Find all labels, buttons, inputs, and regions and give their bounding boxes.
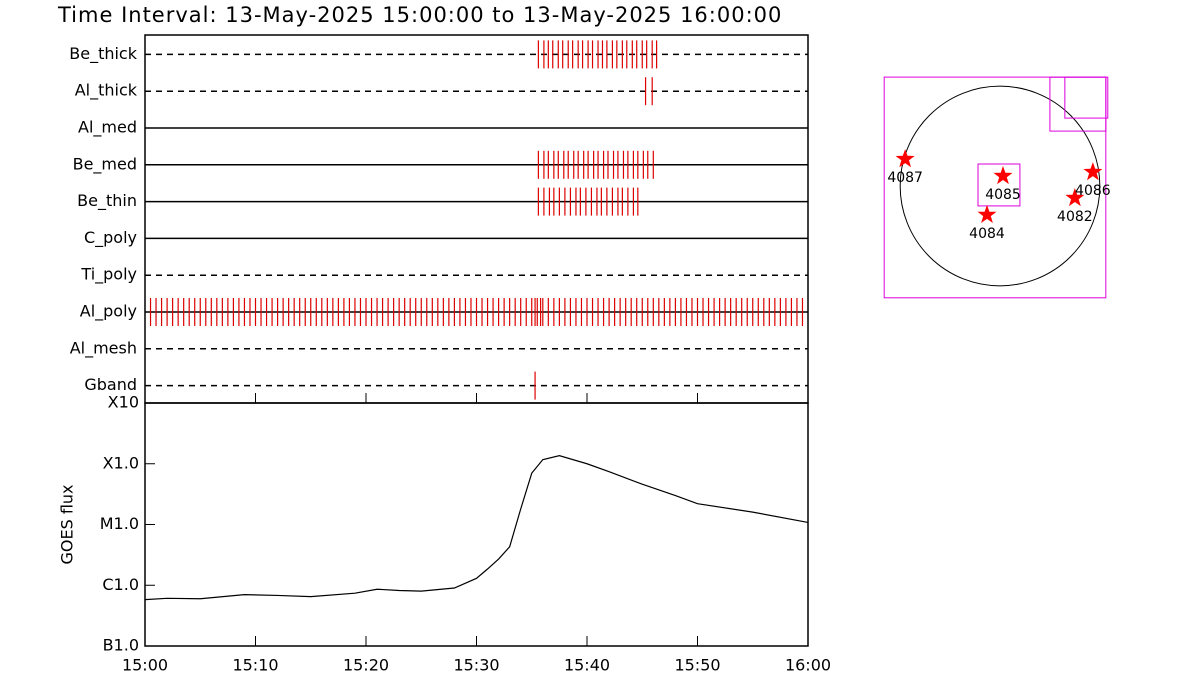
region-label: 4085: [985, 187, 1021, 203]
row-label: Be_med: [73, 154, 137, 174]
region-star: [895, 149, 915, 168]
x-tick-label: 15:00: [122, 656, 168, 675]
goes-curve: [144, 455, 809, 601]
x-tick-label: 15:30: [453, 656, 499, 675]
x-tick-label: 15:40: [564, 656, 610, 675]
row-label: Be_thin: [77, 191, 137, 211]
x-tick-label: 15:20: [343, 656, 389, 675]
x-tick-label: 15:10: [232, 656, 278, 675]
row-label: Al_med: [78, 118, 137, 138]
y-tick-label: X10: [108, 393, 139, 412]
y-tick-label: M1.0: [100, 514, 139, 533]
row-label: Be_thick: [69, 44, 137, 64]
region-label: 4082: [1057, 209, 1093, 225]
region-label: 4087: [887, 170, 923, 186]
region-star: [1065, 188, 1085, 207]
chart-title: Time Interval: 13-May-2025 15:00:00 to 1…: [57, 3, 782, 27]
solar-limb: [899, 85, 1101, 287]
y-tick-label: B1.0: [103, 636, 139, 655]
panel-frame: [144, 402, 809, 647]
y-axis-label: GOES flux: [58, 484, 77, 564]
row-label: Al_poly: [80, 302, 137, 322]
row-label: Al_thick: [75, 81, 138, 101]
y-tick-label: C1.0: [102, 575, 139, 594]
pointing-box: [1064, 76, 1109, 119]
region-star: [1083, 162, 1103, 181]
row-label: Ti_poly: [80, 265, 137, 285]
pointing-box: [883, 76, 1107, 299]
panel-frame: [144, 34, 809, 404]
pointing-box: [977, 163, 1021, 207]
x-tick-label: 15:50: [674, 656, 720, 675]
x-tick-label: 16:00: [785, 656, 831, 675]
y-tick-label: X1.0: [103, 453, 139, 472]
region-label: 4086: [1075, 183, 1111, 199]
region-star: [977, 204, 997, 223]
row-label: Gband: [84, 375, 137, 394]
region-star: [993, 166, 1013, 185]
row-label: C_poly: [84, 228, 137, 248]
region-label: 4084: [969, 226, 1005, 242]
row-label: Al_mesh: [70, 338, 137, 358]
